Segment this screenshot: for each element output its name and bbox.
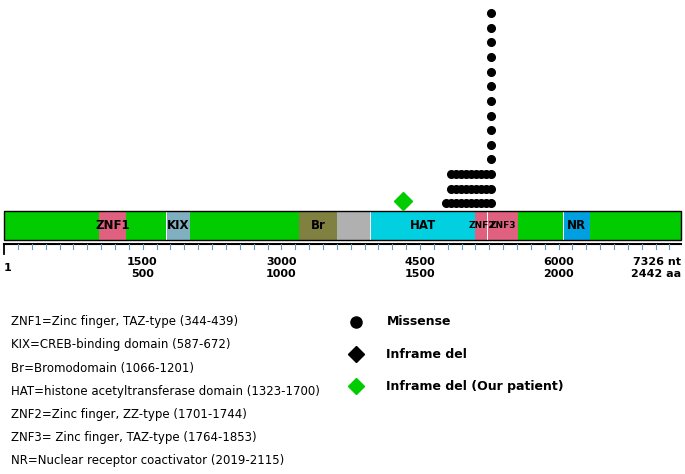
Text: ZNF3: ZNF3 [489, 221, 516, 230]
Text: 1500: 1500 [404, 269, 435, 279]
Text: 4500: 4500 [404, 257, 435, 267]
Bar [564, 211, 590, 240]
Bar [4, 211, 99, 240]
Text: 2000: 2000 [543, 269, 573, 279]
Bar [190, 211, 299, 240]
Bar [4, 211, 681, 240]
Text: Br: Br [311, 219, 325, 232]
Text: HAT: HAT [410, 219, 436, 232]
Text: ZNF2=Zinc finger, ZZ-type (1701-1744): ZNF2=Zinc finger, ZZ-type (1701-1744) [11, 408, 247, 421]
Text: 1500: 1500 [127, 257, 158, 267]
Text: 1000: 1000 [266, 269, 297, 279]
Bar [99, 211, 125, 240]
Text: Missense: Missense [386, 315, 451, 328]
Text: ZNF1=Zinc finger, TAZ-type (344-439): ZNF1=Zinc finger, TAZ-type (344-439) [11, 315, 238, 328]
Text: Inframe del: Inframe del [386, 347, 467, 361]
Text: 500: 500 [131, 269, 154, 279]
Text: ZNF2: ZNF2 [468, 221, 495, 230]
Text: 1: 1 [4, 263, 12, 273]
Text: HAT=histone acetyltransferase domain (1323-1700): HAT=histone acetyltransferase domain (13… [11, 385, 320, 398]
Bar [126, 211, 166, 240]
Text: ZNF1: ZNF1 [95, 219, 129, 232]
Text: KIX=CREB-binding domain (587-672): KIX=CREB-binding domain (587-672) [11, 338, 230, 351]
Text: 2442 aa: 2442 aa [631, 269, 681, 279]
Text: Inframe del (Our patient): Inframe del (Our patient) [386, 380, 564, 393]
Bar [518, 211, 563, 240]
Text: NR=Nuclear receptor coactivator (2019-2115): NR=Nuclear receptor coactivator (2019-21… [11, 454, 284, 467]
Text: 7326 nt: 7326 nt [633, 257, 681, 267]
Bar [299, 211, 337, 240]
Text: NR: NR [567, 219, 586, 232]
Text: Br=Bromodomain (1066-1201): Br=Bromodomain (1066-1201) [11, 362, 194, 374]
Text: KIX: KIX [167, 219, 190, 232]
Bar [337, 211, 371, 240]
Text: 3000: 3000 [266, 257, 297, 267]
Bar [590, 211, 681, 240]
Bar [488, 211, 518, 240]
Text: ZNF3= Zinc finger, TAZ-type (1764-1853): ZNF3= Zinc finger, TAZ-type (1764-1853) [11, 431, 257, 444]
Text: 6000: 6000 [543, 257, 573, 267]
Bar [166, 211, 190, 240]
Bar [371, 211, 475, 240]
Bar [475, 211, 487, 240]
